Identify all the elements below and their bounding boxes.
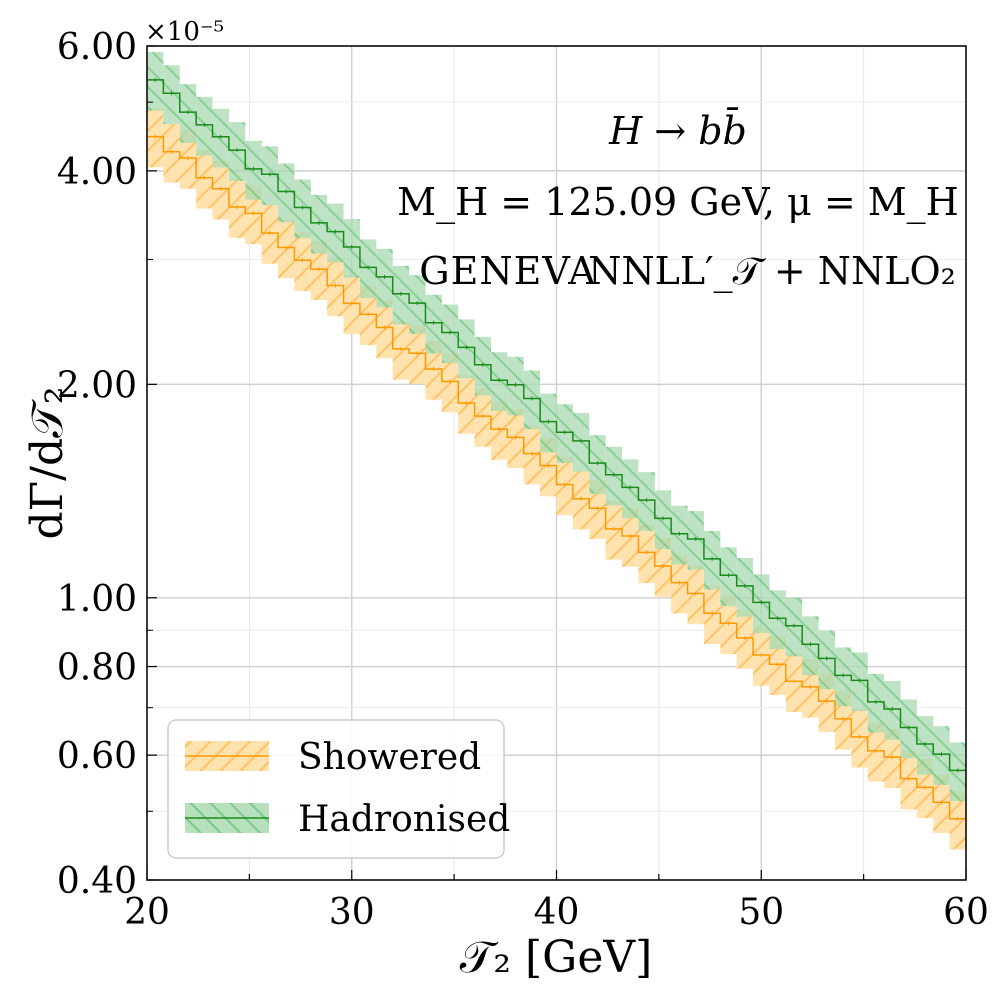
- legend-label-hadronised: Hadronised: [298, 799, 510, 840]
- x-tick-label: 50: [738, 892, 784, 933]
- x-axis-title: 𝒯₂ [GeV]: [460, 932, 653, 983]
- annotation-process: H → bb̄: [608, 108, 747, 153]
- annotation-generator: GENEVA: [419, 249, 596, 293]
- annotation-params: M_H = 125.09 GeV, μ = M_H: [397, 180, 959, 225]
- series-lines: [147, 77, 966, 821]
- annotation-accuracy: NNLL′_𝒯 + NNLO₂: [588, 249, 956, 294]
- y-tick-label: 0.40: [57, 861, 137, 902]
- y-tick-label: 0.80: [57, 648, 137, 689]
- y-tick-label: 4.00: [57, 152, 137, 193]
- x-tick-label: 30: [329, 892, 375, 933]
- x-tick-label: 60: [943, 892, 989, 933]
- hadronised-step-line: [147, 79, 966, 772]
- y-tick-label: 6.00: [57, 27, 137, 68]
- legend: Showered Hadronised: [167, 719, 510, 859]
- y-tick-label: 1.00: [57, 579, 137, 620]
- ticks: 20 30 40 50 60 0.40 0.60 0.80 1.00 2.00 4.00 6.00: [57, 27, 989, 933]
- x-tick-label: 40: [534, 892, 580, 933]
- y-axis-title: dΓ/d𝒯₂: [22, 386, 73, 539]
- showered-step-line: [147, 135, 966, 820]
- y-tick-label: 2.00: [57, 365, 137, 406]
- y-tick-label: 0.60: [57, 736, 137, 777]
- y-multiplier: ×10⁻⁵: [145, 17, 224, 47]
- legend-label-showered: Showered: [298, 737, 481, 778]
- x-tick-label: 20: [124, 892, 170, 933]
